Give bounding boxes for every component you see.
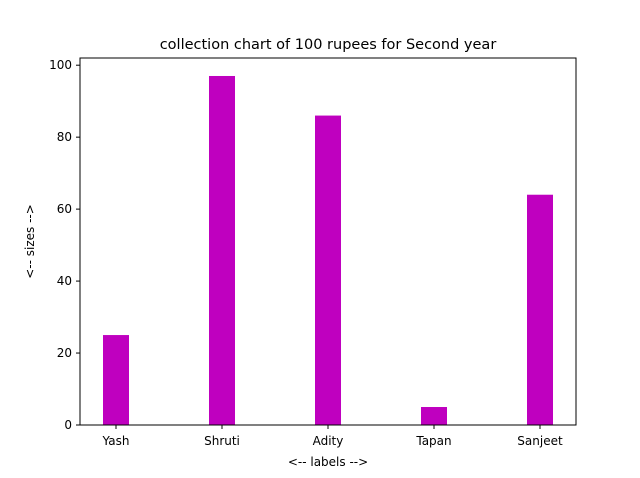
- x-tick-label: Sanjeet: [517, 434, 563, 448]
- x-axis: Yash Shruti Adity Tapan Sanjeet: [102, 425, 563, 448]
- x-tick-label: Adity: [313, 434, 344, 448]
- y-tick-label: 40: [57, 274, 72, 288]
- x-axis-label: <-- labels -->: [288, 455, 368, 469]
- bar-sanjeet: [527, 194, 553, 425]
- chart-title: collection chart of 100 rupees for Secon…: [160, 37, 497, 53]
- y-tick-label: 60: [57, 202, 72, 216]
- bar-shruti: [209, 75, 235, 425]
- x-tick-label: Tapan: [415, 434, 451, 448]
- bar-yash: [103, 335, 129, 425]
- x-tick-label: Yash: [102, 434, 130, 448]
- bar-tapan: [421, 407, 447, 425]
- y-axis-label: <-- sizes -->: [23, 204, 37, 279]
- y-tick-label: 0: [64, 418, 72, 432]
- y-tick-label: 80: [57, 130, 72, 144]
- bar-adity: [315, 115, 341, 425]
- x-tick-label: Shruti: [204, 434, 240, 448]
- plot-frame: [79, 57, 577, 426]
- bars-group: [103, 75, 553, 425]
- y-tick-label: 20: [57, 346, 72, 360]
- y-tick-label: 100: [49, 58, 72, 72]
- y-axis: 0 20 40 60 80 100: [49, 58, 80, 432]
